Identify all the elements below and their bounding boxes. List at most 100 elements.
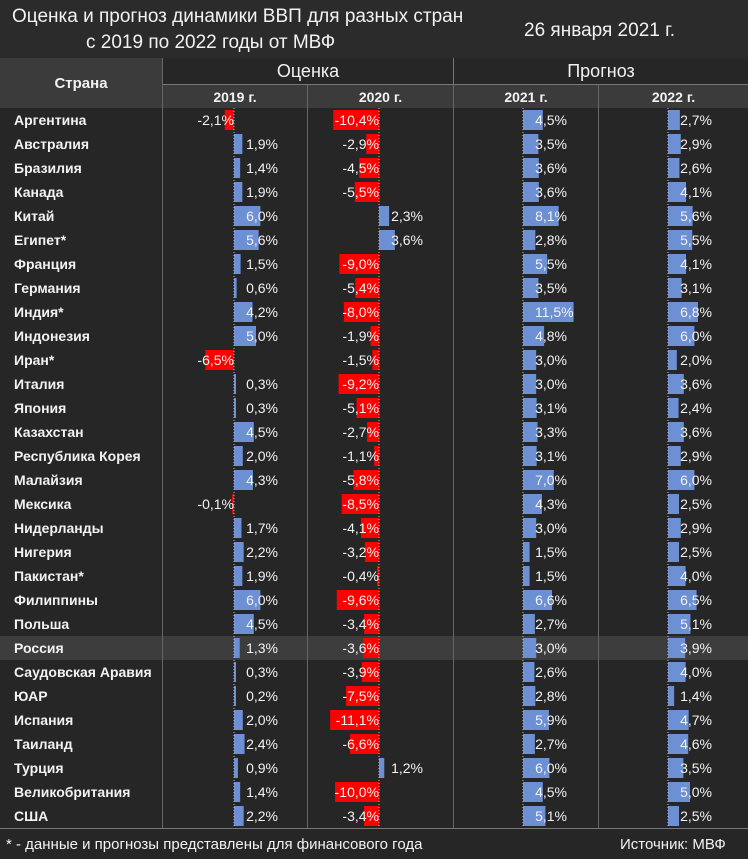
bar-positive	[668, 566, 686, 586]
source-note: Источник: МВФ	[620, 836, 726, 853]
bar-positive	[234, 806, 244, 826]
bar-negative	[336, 590, 379, 610]
bar-positive	[234, 614, 254, 634]
value-label: -11,1%	[336, 712, 379, 728]
year-header-2019: 2019 г.	[163, 85, 308, 108]
value-label: 5,0%	[246, 328, 278, 344]
bar-positive	[668, 350, 677, 370]
country-name: Иран*	[14, 352, 55, 368]
value-label: 0,6%	[246, 280, 278, 296]
value-label: 2,2%	[246, 544, 278, 560]
value-label: 4,1%	[680, 184, 712, 200]
bar-positive	[379, 230, 395, 250]
value-label: 3,1%	[535, 400, 567, 416]
bar-positive	[668, 110, 680, 130]
value-label: 2,8%	[535, 688, 567, 704]
bar-positive	[523, 446, 537, 466]
country-name: ЮАР	[14, 688, 48, 704]
value-label: 2,8%	[535, 232, 567, 248]
value-label: 7,0%	[535, 472, 567, 488]
bar-positive	[523, 374, 537, 394]
bar-positive	[523, 278, 539, 298]
bar-positive	[668, 470, 695, 490]
value-label: 3,0%	[535, 352, 567, 368]
value-label: 5,0%	[680, 784, 712, 800]
value-label: 1,9%	[246, 184, 278, 200]
bar-positive	[668, 422, 684, 442]
bar-negative	[349, 734, 379, 754]
bar-positive	[668, 590, 697, 610]
bar-negative	[354, 182, 379, 202]
country-name: Малайзия	[14, 472, 83, 488]
value-label: 3,0%	[535, 520, 567, 536]
bar-positive	[668, 278, 682, 298]
value-label: 3,5%	[535, 136, 567, 152]
value-label: 3,6%	[535, 160, 567, 176]
bar-positive	[234, 422, 254, 442]
bar-positive	[234, 470, 253, 490]
bar-positive	[234, 590, 261, 610]
value-label: 4,0%	[680, 568, 712, 584]
bar-positive	[523, 782, 543, 802]
value-label: 2,5%	[680, 808, 712, 824]
bar-positive	[234, 158, 241, 178]
value-label: 4,5%	[535, 112, 567, 128]
country-column-header: Страна	[0, 58, 163, 108]
bar-positive	[523, 158, 539, 178]
value-label: 3,3%	[535, 424, 567, 440]
bar-positive	[234, 302, 253, 322]
bar-positive	[523, 182, 539, 202]
bar-positive	[234, 182, 243, 202]
country-name: Италия	[14, 376, 64, 392]
country-name: Канада	[14, 184, 64, 200]
country-name: Египет*	[14, 232, 67, 248]
value-label: 1,2%	[391, 760, 423, 776]
bar-positive	[523, 542, 530, 562]
bar-negative	[343, 302, 379, 322]
value-label: 3,6%	[680, 376, 712, 392]
bar-positive	[234, 782, 241, 802]
value-label: 4,7%	[680, 712, 712, 728]
bar-positive	[234, 254, 241, 274]
value-label: -1,1%	[342, 448, 379, 464]
bar-positive	[379, 206, 390, 226]
bar-positive	[523, 494, 542, 514]
bar-negative	[364, 614, 379, 634]
value-label: 3,6%	[391, 232, 423, 248]
bar-negative	[353, 470, 379, 490]
value-label: 2,6%	[535, 664, 567, 680]
title-line-2: с 2019 по 2022 годы от МВФ	[86, 32, 336, 53]
bar-positive	[523, 638, 537, 658]
bar-positive	[668, 614, 691, 634]
bar-positive	[523, 134, 539, 154]
country-name: Германия	[14, 280, 81, 296]
value-label: 2,5%	[680, 496, 712, 512]
bar-positive	[379, 758, 385, 778]
bar-positive	[668, 494, 679, 514]
bar-positive	[234, 518, 242, 538]
value-label: 4,5%	[246, 424, 278, 440]
country-name: Республика Корея	[14, 448, 141, 464]
value-label: -5,1%	[342, 400, 379, 416]
bar-positive	[234, 278, 237, 298]
value-label: -3,2%	[342, 544, 379, 560]
value-label: -5,8%	[342, 472, 379, 488]
value-label: 3,5%	[680, 760, 712, 776]
bar-negative	[330, 710, 379, 730]
country-name: Филиппины	[14, 592, 98, 608]
value-label: 4,1%	[680, 256, 712, 272]
value-label: -2,9%	[342, 136, 379, 152]
bar-positive	[523, 110, 543, 130]
value-label: 5,1%	[680, 616, 712, 632]
bar-positive	[668, 518, 681, 538]
value-label: 5,5%	[680, 232, 712, 248]
bar-positive	[668, 230, 693, 250]
bar-negative	[333, 110, 379, 130]
value-label: 1,5%	[535, 568, 567, 584]
bar-positive	[234, 758, 238, 778]
value-label: 6,8%	[680, 304, 712, 320]
country-name: Польша	[14, 616, 69, 632]
value-label: -0,4%	[342, 568, 379, 584]
bar-positive	[523, 710, 549, 730]
